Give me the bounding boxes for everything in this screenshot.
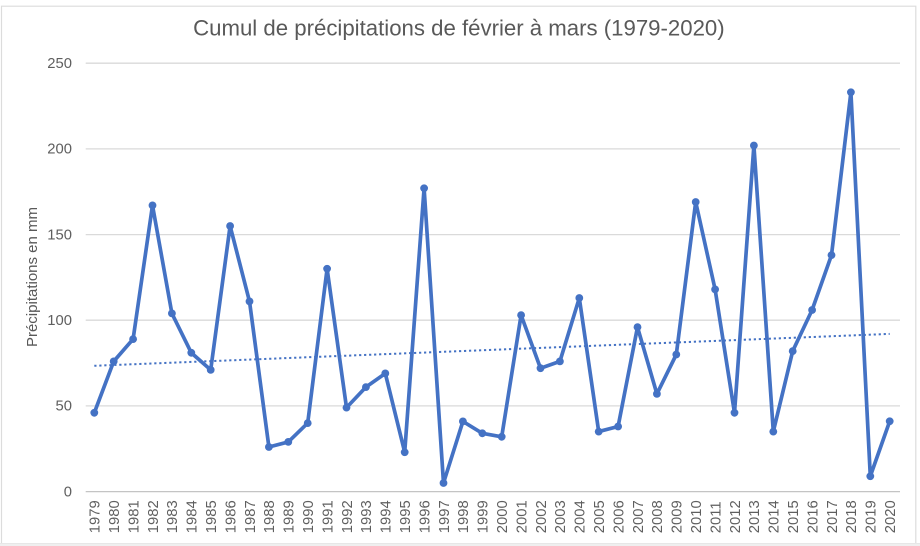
svg-text:2013: 2013 bbox=[747, 500, 763, 533]
svg-text:2018: 2018 bbox=[844, 500, 860, 533]
svg-text:1998: 1998 bbox=[456, 500, 472, 533]
svg-text:2000: 2000 bbox=[495, 500, 511, 533]
svg-text:Précipitations en mm: Précipitations en mm bbox=[24, 207, 41, 347]
svg-text:2020: 2020 bbox=[883, 500, 899, 533]
svg-text:150: 150 bbox=[47, 227, 72, 243]
svg-text:1988: 1988 bbox=[262, 500, 278, 533]
svg-text:2009: 2009 bbox=[670, 500, 686, 533]
svg-text:1981: 1981 bbox=[126, 500, 142, 533]
svg-text:2004: 2004 bbox=[573, 500, 589, 533]
svg-text:1990: 1990 bbox=[301, 500, 317, 533]
svg-text:0: 0 bbox=[64, 484, 72, 500]
svg-text:1992: 1992 bbox=[340, 500, 356, 533]
svg-text:2010: 2010 bbox=[689, 500, 705, 533]
svg-text:2016: 2016 bbox=[805, 500, 821, 533]
svg-text:1999: 1999 bbox=[476, 500, 492, 533]
svg-text:250: 250 bbox=[47, 56, 72, 72]
svg-text:1989: 1989 bbox=[282, 500, 298, 533]
svg-text:1996: 1996 bbox=[417, 500, 433, 533]
svg-text:2007: 2007 bbox=[631, 500, 647, 533]
svg-text:2003: 2003 bbox=[553, 500, 569, 533]
svg-text:2014: 2014 bbox=[767, 500, 783, 533]
svg-text:1994: 1994 bbox=[379, 500, 395, 533]
svg-text:2015: 2015 bbox=[786, 500, 802, 533]
svg-text:2001: 2001 bbox=[514, 500, 530, 533]
svg-text:1995: 1995 bbox=[398, 500, 414, 533]
svg-text:100: 100 bbox=[47, 313, 72, 329]
svg-text:200: 200 bbox=[47, 142, 72, 158]
svg-text:1986: 1986 bbox=[223, 500, 239, 533]
svg-text:50: 50 bbox=[56, 399, 72, 415]
svg-text:2011: 2011 bbox=[708, 501, 724, 533]
svg-text:1982: 1982 bbox=[146, 500, 162, 533]
svg-text:2017: 2017 bbox=[825, 500, 841, 533]
svg-text:1991: 1991 bbox=[320, 500, 336, 533]
svg-text:2005: 2005 bbox=[592, 500, 608, 533]
svg-text:1983: 1983 bbox=[165, 500, 181, 533]
svg-text:1980: 1980 bbox=[107, 500, 123, 533]
svg-text:Cumul de précipitations de fév: Cumul de précipitations de février à mar… bbox=[193, 15, 725, 40]
svg-text:1985: 1985 bbox=[204, 500, 220, 533]
svg-text:1993: 1993 bbox=[359, 500, 375, 533]
svg-text:1987: 1987 bbox=[243, 500, 259, 533]
svg-text:2012: 2012 bbox=[728, 500, 744, 533]
svg-text:1984: 1984 bbox=[185, 500, 201, 533]
svg-text:2008: 2008 bbox=[650, 500, 666, 533]
svg-text:2002: 2002 bbox=[534, 500, 550, 533]
svg-text:1979: 1979 bbox=[88, 500, 104, 533]
svg-text:1997: 1997 bbox=[437, 500, 453, 533]
svg-text:2019: 2019 bbox=[864, 500, 880, 533]
svg-text:2006: 2006 bbox=[611, 500, 627, 533]
